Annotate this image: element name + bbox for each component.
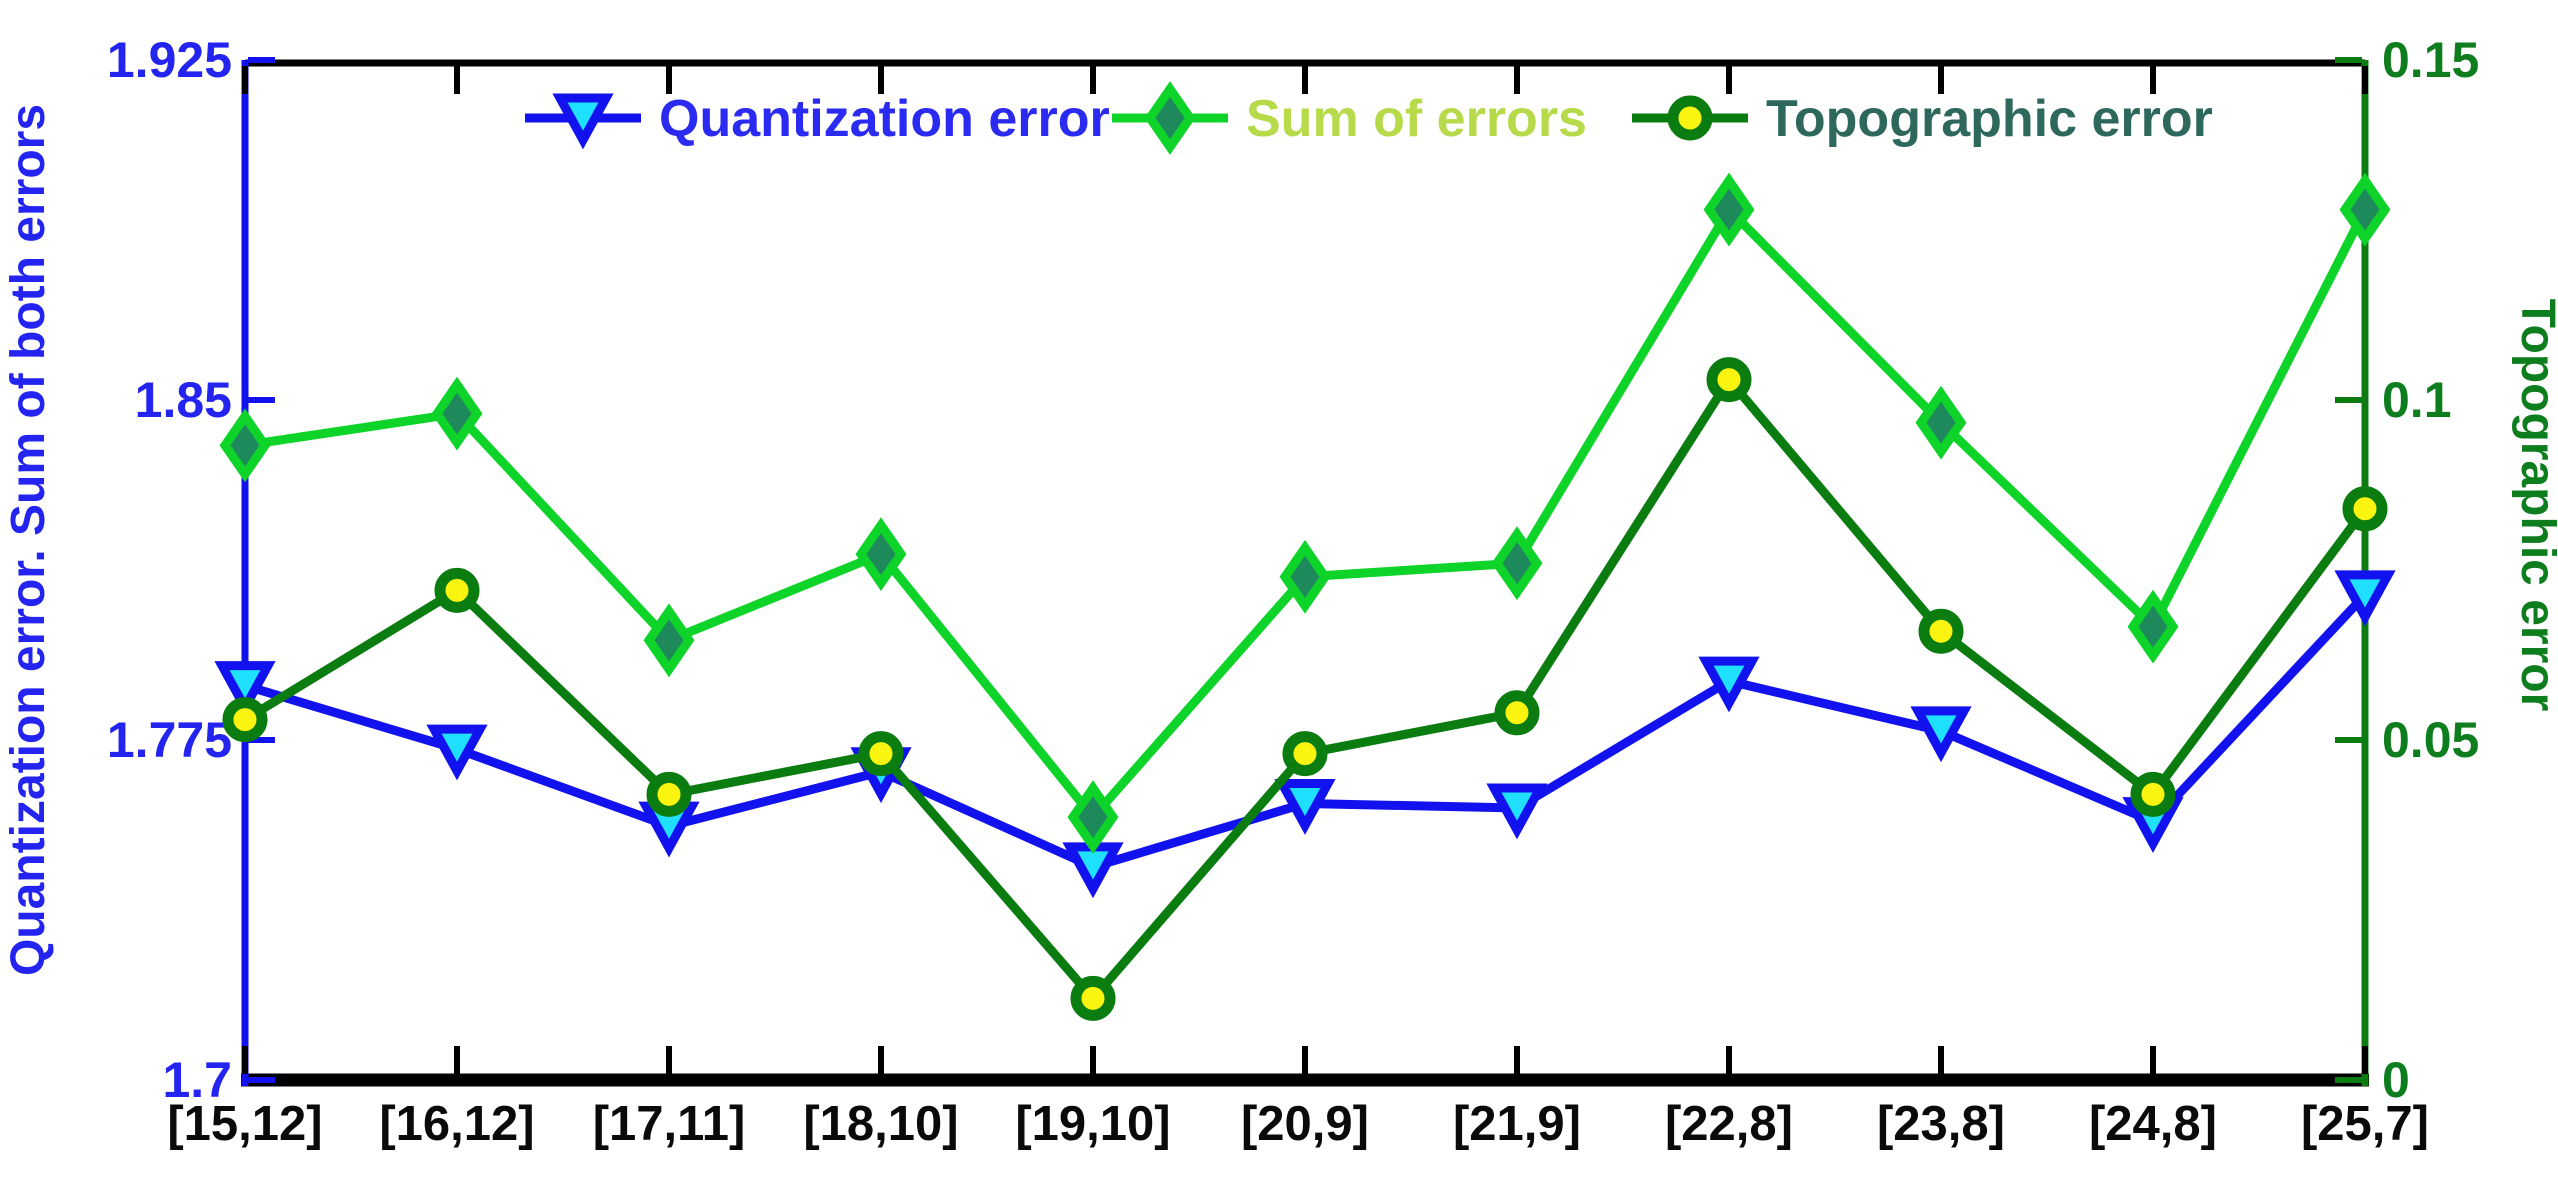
x-tick-label: [18,10] xyxy=(803,1097,958,1151)
marker-sum-of-errors xyxy=(2127,589,2179,664)
marker-topographic-error xyxy=(1494,690,1540,736)
marker-quantization-error xyxy=(2334,570,2396,627)
marker-sum-of-errors xyxy=(2339,172,2391,247)
marker-sum-of-errors xyxy=(219,408,271,483)
x-tick-label: [24,8] xyxy=(2089,1097,2217,1151)
x-tick-label: [25,7] xyxy=(2301,1097,2429,1151)
marker-sum-of-errors xyxy=(1279,539,1331,614)
left-tick-label: 1.85 xyxy=(135,372,232,428)
marker-quantization-error xyxy=(426,724,488,781)
marker-sum-of-errors xyxy=(1915,385,1967,460)
marker-topographic-error xyxy=(1070,975,1116,1021)
legend-marker-2 xyxy=(1144,81,1196,155)
line-topographic-error xyxy=(242,375,2369,1003)
marker-quantization-error xyxy=(1486,783,1548,840)
marker-sum-of-errors xyxy=(1491,526,1543,601)
marker-topographic-error xyxy=(1706,357,1752,403)
marker-topographic-error xyxy=(1282,731,1328,777)
marker-sum-of-errors xyxy=(1703,172,1755,247)
marker-topographic-error xyxy=(2342,486,2388,532)
legend-label-3: Topographic error xyxy=(1766,90,2213,148)
right-tick-label: 0.15 xyxy=(2382,32,2479,88)
left-tick-label: 1.775 xyxy=(107,712,232,768)
marker-topographic-error xyxy=(646,771,692,817)
x-tick-label: [16,12] xyxy=(379,1097,534,1151)
right-tick-label: 0 xyxy=(2382,1052,2410,1108)
legend-label-2: Sum of errors xyxy=(1246,90,1587,148)
x-tick-label: [23,8] xyxy=(1877,1097,2005,1151)
marker-quantization-error xyxy=(1274,778,1336,835)
legend-label-1: Quantization error xyxy=(659,90,1110,148)
right-tick-label: 0.1 xyxy=(2382,372,2452,428)
marker-topographic-error xyxy=(434,567,480,613)
marker-topographic-error xyxy=(1918,608,1964,654)
marker-sum-of-errors xyxy=(643,603,695,678)
right-axis-title: Topographic error xyxy=(2511,299,2558,711)
marker-topographic-error xyxy=(858,731,904,777)
x-tick-label: [20,9] xyxy=(1241,1097,1369,1151)
x-tick-label: [17,11] xyxy=(593,1097,746,1151)
right-tick-label: 0.05 xyxy=(2382,712,2479,768)
x-tick-label: [19,10] xyxy=(1015,1097,1170,1151)
marker-quantization-error xyxy=(214,661,276,717)
legend-marker-1 xyxy=(552,93,614,150)
left-axis-title: Quantization error. Sum of both errors xyxy=(2,104,55,976)
marker-quantization-error xyxy=(1910,706,1972,763)
marker-topographic-error xyxy=(2130,771,2176,817)
x-tick-label: [22,8] xyxy=(1665,1097,1793,1151)
marker-quantization-error xyxy=(1698,656,1760,713)
marker-sum-of-errors xyxy=(431,376,483,451)
x-tick-label: [21,9] xyxy=(1453,1097,1581,1151)
line-sum-of-errors xyxy=(244,205,2370,822)
marker-topographic-error xyxy=(222,697,268,743)
marker-sum-of-errors xyxy=(855,517,907,592)
legend-marker-3 xyxy=(1667,95,1713,141)
left-tick-label: 1.7 xyxy=(162,1052,232,1108)
marker-sum-of-errors xyxy=(1067,780,1119,854)
x-tick-label: [15,12] xyxy=(167,1097,322,1151)
left-tick-label: 1.925 xyxy=(107,32,232,88)
